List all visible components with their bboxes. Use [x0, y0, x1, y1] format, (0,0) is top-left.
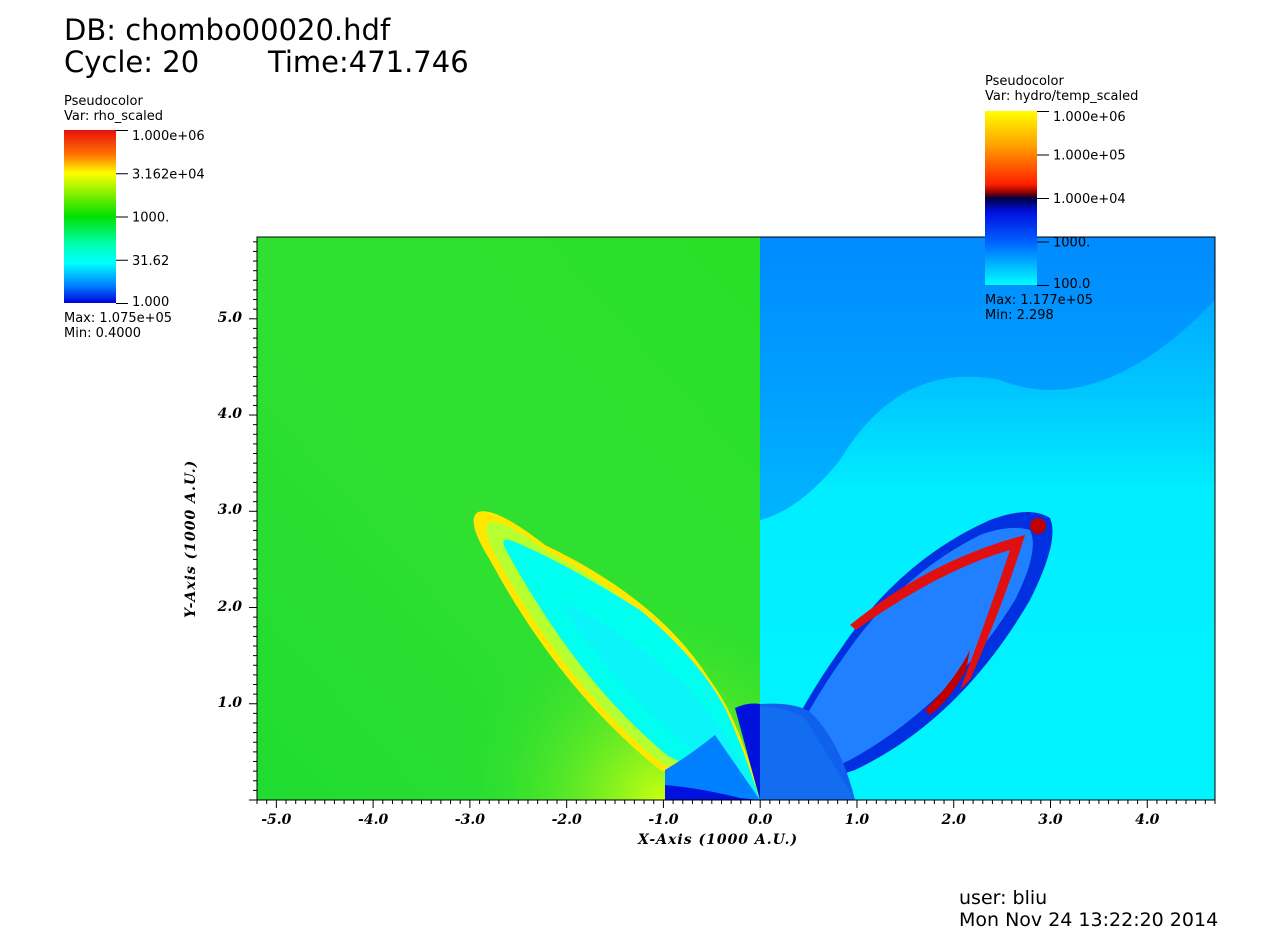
legend-right-var: Var: hydro/temp_scaled — [985, 89, 1139, 104]
temperature-upper-blocks — [760, 237, 1215, 520]
colorbar-tick-label: 100.0 — [1053, 277, 1090, 289]
right-lobe-hot-spot — [925, 650, 970, 715]
legend-right-plot-type: Pseudocolor — [985, 74, 1064, 89]
x-tick-label: -3.0 — [454, 812, 485, 828]
left-core — [665, 735, 760, 800]
x-tick-label: 4.0 — [1135, 812, 1160, 828]
right-lobe-tip — [1030, 518, 1046, 534]
legend-right-max: Max: 1.177e+05 — [985, 293, 1094, 308]
x-tick-label: 0.0 — [748, 812, 773, 828]
y-axis-title: Y-Axis (1000 A.U.) — [183, 459, 199, 618]
y-tick-label: 5.0 — [217, 309, 242, 326]
left-core-dense — [665, 785, 760, 800]
time-label: Time:471.746 — [268, 45, 469, 79]
x-tick-label: 3.0 — [1038, 812, 1063, 828]
x-tick-label: -2.0 — [551, 812, 582, 828]
right-lobe-hot-shell — [850, 535, 1025, 690]
legend-right-min: Min: 2.298 — [985, 308, 1054, 323]
x-axis-title: X-Axis (1000 A.U.) — [638, 832, 799, 848]
y-tick-label: 1.0 — [217, 694, 242, 711]
colorbar-tick-label: 1.000e+05 — [1053, 149, 1125, 164]
legend-left-colorbar: 1.000e+06 3.162e+04 1000. 31.62 1.000 — [64, 130, 204, 306]
y-axis-ticks — [249, 241, 257, 801]
legend-left-max: Max: 1.075e+05 — [64, 311, 173, 326]
legend-right-colorbar: 1.000e+06 1.000e+05 1.000e+04 1000. 100.0 — [985, 111, 1125, 289]
legend-left-min: Min: 0.4000 — [64, 326, 142, 341]
x-tick-label: -1.0 — [648, 812, 679, 828]
colorbar-tick-label: 1000. — [132, 211, 169, 226]
legend-right-gradient — [985, 111, 1037, 285]
legend-left-gradient — [64, 130, 116, 303]
plot-frame — [256, 236, 1216, 801]
user-label: user: bliu — [959, 887, 1048, 909]
x-tick-label: 1.0 — [844, 812, 870, 828]
y-tick-label: 2.0 — [217, 598, 242, 615]
x-axis-ticks — [256, 800, 1216, 808]
cycle-label: Cycle: 20 — [64, 45, 200, 79]
right-lobe-interior — [770, 527, 1033, 795]
colorbar-tick-label: 31.62 — [132, 254, 169, 269]
colorbar-tick-label: 3.162e+04 — [132, 167, 204, 182]
colorbar-tick-label: 1000. — [1053, 236, 1090, 251]
x-tick-label: 2.0 — [941, 812, 966, 828]
right-core-inner — [760, 706, 855, 800]
colorbar-tick-label: 1.000e+06 — [1053, 111, 1125, 125]
colorbar-tick-label: 1.000 — [132, 295, 169, 306]
legend-left-var: Var: rho_scaled — [64, 109, 164, 124]
colorbar-tick-label: 1.000e+04 — [1053, 192, 1125, 207]
y-tick-label: 3.0 — [217, 502, 242, 519]
colorbar-tick-label: 1.000e+06 — [132, 130, 204, 144]
legend-left-plot-type: Pseudocolor — [64, 94, 143, 109]
date-label: Mon Nov 24 13:22:20 2014 — [959, 909, 1219, 931]
database-title: DB: chombo00020.hdf — [64, 13, 391, 47]
x-tick-label: -4.0 — [358, 812, 389, 828]
left-core-axis — [735, 703, 760, 800]
x-tick-label: -5.0 — [261, 812, 292, 828]
y-tick-label: 4.0 — [217, 406, 242, 423]
